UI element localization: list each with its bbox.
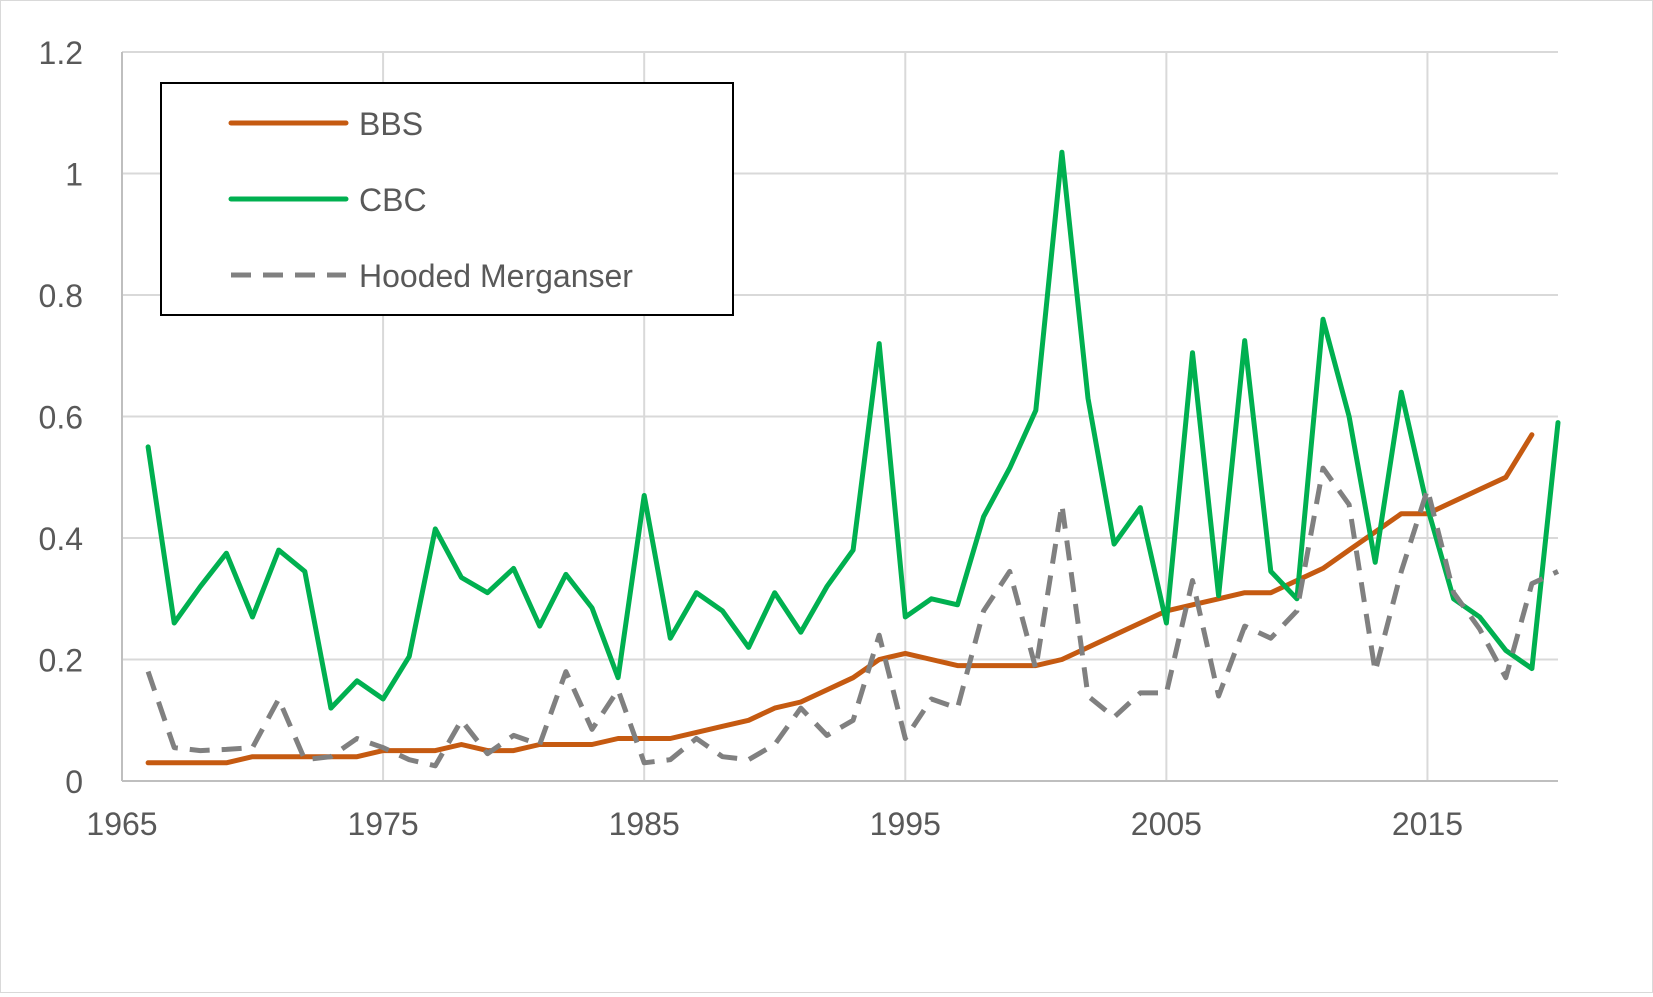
legend-label: BBS bbox=[359, 106, 423, 142]
legend: BBS CBC Hooded Merganser bbox=[160, 82, 734, 316]
series-line-0 bbox=[145, 432, 1535, 766]
series-line-2 bbox=[145, 465, 1560, 769]
series bbox=[145, 149, 1561, 769]
x-tick-label: 2015 bbox=[1392, 806, 1463, 842]
y-tick-label: 0.4 bbox=[39, 521, 83, 557]
y-tick-label: 0 bbox=[65, 764, 83, 800]
x-tick-label: 1965 bbox=[86, 806, 157, 842]
y-tick-label: 1.2 bbox=[39, 35, 83, 71]
legend-label: Hooded Merganser bbox=[359, 258, 633, 294]
series-line-1 bbox=[145, 149, 1561, 711]
x-tick-label: 1995 bbox=[870, 806, 941, 842]
y-tick-label: 0.8 bbox=[39, 278, 83, 314]
x-tick-label: 1975 bbox=[347, 806, 418, 842]
legend-label: CBC bbox=[359, 182, 427, 218]
x-tick-label: 1985 bbox=[609, 806, 680, 842]
x-tick-label: 2005 bbox=[1131, 806, 1202, 842]
y-tick-label: 0.6 bbox=[39, 400, 83, 436]
axes: 0 0.2 0.4 0.6 0.8 1 1.2 1965 1975 1985 1995 2005 201… bbox=[39, 35, 1558, 842]
y-tick-label: 1 bbox=[65, 157, 83, 193]
y-tick-label: 0.2 bbox=[39, 643, 83, 679]
